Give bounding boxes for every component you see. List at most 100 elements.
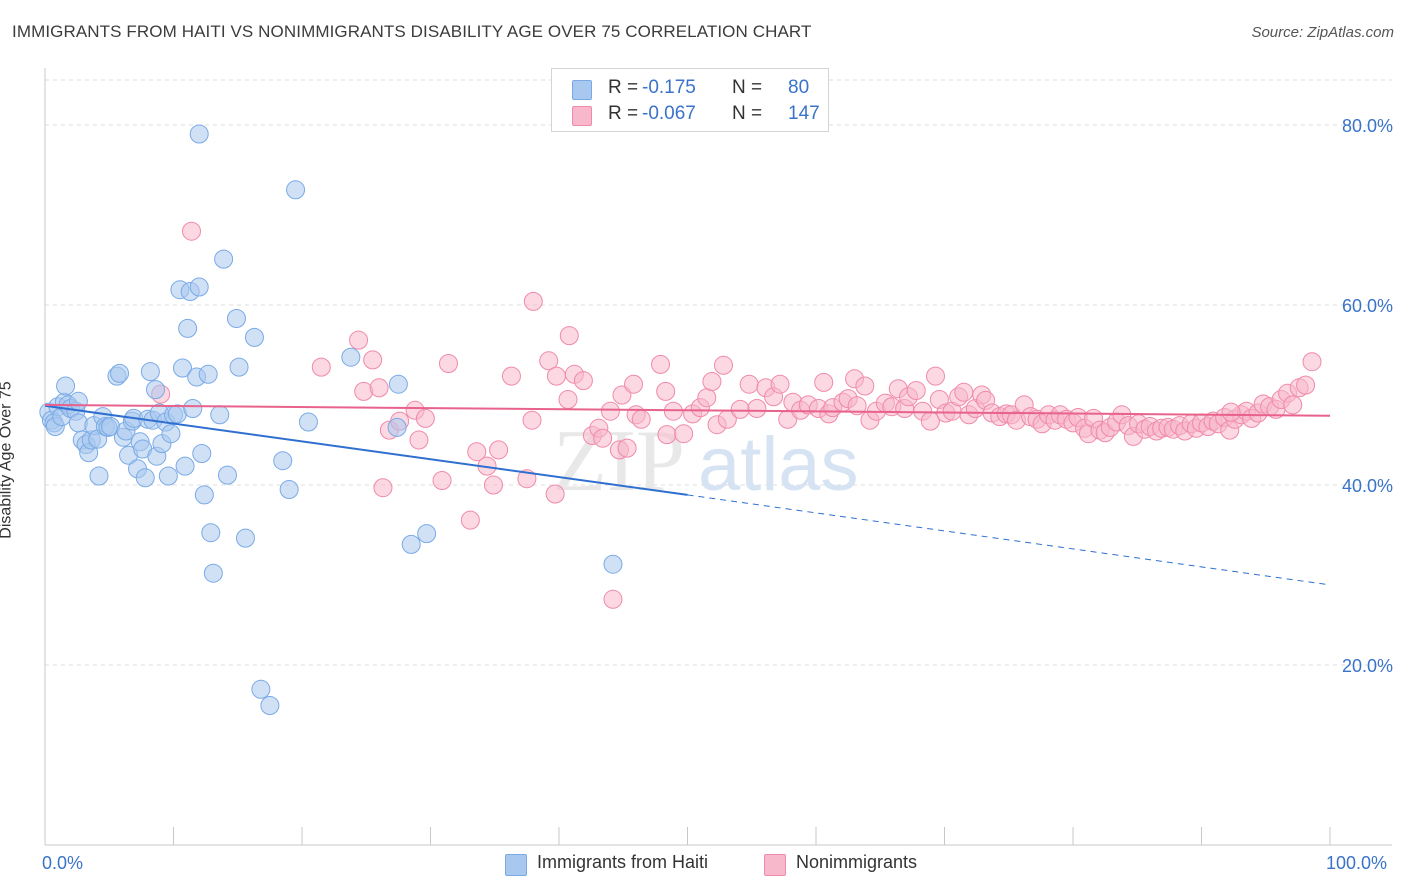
data-point-nonimmigrants [523,291,543,311]
data-point-nonimmigrants [697,388,717,408]
data-point-nonimmigrants [617,438,637,458]
data-point-haiti [172,358,192,378]
bottom-legend-label: Immigrants from Haiti [537,852,709,872]
data-point-haiti [198,364,218,384]
data-point-nonimmigrants [674,424,694,444]
data-point-nonimmigrants [624,374,644,394]
data-point-nonimmigrants [539,351,559,371]
data-point-haiti [183,399,203,418]
bottom-legend-swatch-haiti [505,854,527,876]
series-immigrants-from-haiti [39,124,623,715]
data-point-nonimmigrants [349,330,369,350]
data-point-nonimmigrants [770,374,790,394]
data-point-haiti [189,124,209,144]
data-point-haiti [341,347,361,367]
data-point-nonimmigrants [373,478,393,498]
data-point-nonimmigrants [460,510,480,530]
data-point-nonimmigrants [573,371,593,391]
data-point-haiti [279,480,299,499]
data-point-haiti [210,405,230,425]
data-point-nonimmigrants [311,357,331,377]
data-point-haiti [135,468,155,488]
data-point-haiti [387,417,407,437]
data-point-nonimmigrants [1302,352,1322,372]
data-point-haiti [260,696,280,715]
data-point-haiti [110,363,130,383]
data-point-nonimmigrants [501,366,521,386]
data-point-haiti [401,534,421,554]
data-point-nonimmigrants [522,410,542,430]
data-point-haiti [388,374,408,394]
data-point-nonimmigrants [415,408,435,428]
data-point-haiti [251,679,271,699]
data-point-haiti [298,412,318,432]
data-point-nonimmigrants [855,376,875,396]
data-point-nonimmigrants [603,589,623,609]
trend-line-haiti-extrapolated [687,494,1331,586]
data-point-nonimmigrants [1283,395,1303,415]
x-tick-label-min: 0.0% [42,853,84,873]
data-point-nonimmigrants [559,326,579,346]
source-label: Source: ZipAtlas.com [1251,24,1394,41]
y-tick-label: 80.0% [1342,116,1393,136]
data-point-haiti [244,327,264,347]
legend-n-value: 80 [788,77,810,98]
data-point-haiti [235,528,255,548]
data-point-nonimmigrants [1296,375,1316,395]
data-point-haiti [178,318,198,338]
legend-r-value: -0.067 [642,103,696,124]
data-point-nonimmigrants [600,401,620,421]
legend-r-value: -0.175 [642,77,696,98]
data-point-nonimmigrants [631,409,651,429]
data-point-haiti [158,466,178,486]
data-point-nonimmigrants [546,366,566,386]
data-point-nonimmigrants [713,355,733,375]
data-point-nonimmigrants [814,372,834,392]
data-point-haiti [217,465,237,485]
data-point-haiti [140,362,160,382]
correlation-legend: R = -0.175 N = 80 R = -0.067 N = 147 [551,68,829,132]
data-point-nonimmigrants [926,366,946,386]
data-point-nonimmigrants [656,381,676,401]
data-point-haiti [194,485,214,505]
data-point-nonimmigrants [363,350,383,370]
legend-n-label: N = [732,103,763,124]
watermark-atlas: atlas [698,422,859,507]
data-point-haiti [68,413,88,433]
data-point-nonimmigrants [483,475,503,495]
data-point-nonimmigrants [432,471,452,490]
data-point-nonimmigrants [747,399,767,418]
data-point-nonimmigrants [467,442,487,462]
y-tick-label: 20.0% [1342,656,1393,676]
data-point-haiti [146,380,166,400]
data-point-haiti [89,466,109,486]
legend-swatch-haiti [572,80,592,100]
trend-lines [44,403,1331,586]
trend-line-haiti [44,404,688,496]
data-point-haiti [417,524,437,544]
data-point-haiti [201,523,221,543]
legend-r-label: R = [608,103,639,124]
trend-line-nonimmigrants [44,403,1331,417]
legend-r-label: R = [608,77,639,98]
data-point-haiti [68,391,88,411]
data-point-nonimmigrants [847,396,867,416]
y-tick-label: 40.0% [1342,476,1393,496]
data-point-nonimmigrants [593,428,613,448]
data-point-nonimmigrants [558,390,578,409]
series-nonimmigrants [151,221,1322,609]
y-tick-label: 60.0% [1342,296,1393,316]
y-axis-label: Disability Age Over 75 [0,381,15,539]
data-point-nonimmigrants [954,382,974,402]
data-point-haiti [175,456,195,476]
data-point-haiti [273,451,293,471]
data-point-nonimmigrants [369,378,389,398]
data-point-haiti [603,554,623,574]
data-point-nonimmigrants [438,354,458,373]
data-point-haiti [229,357,249,377]
watermark: ZIP atlas [553,413,859,510]
data-point-nonimmigrants [1221,402,1241,422]
y-tick-labels: 20.0% 40.0% 60.0% 80.0% [1342,116,1393,676]
bottom-legend-swatch-nonimmigrants [764,854,786,876]
